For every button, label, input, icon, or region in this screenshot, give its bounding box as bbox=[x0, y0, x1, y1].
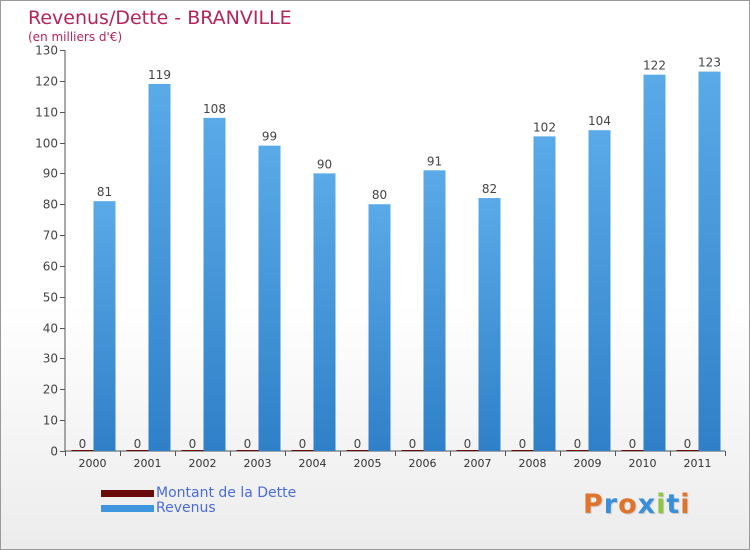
revenus-value-label: 81 bbox=[97, 185, 112, 199]
debt-bar bbox=[71, 450, 94, 451]
debt-value-label: 0 bbox=[464, 437, 472, 451]
legend-swatch-revenus bbox=[101, 505, 154, 512]
debt-value-label: 0 bbox=[189, 437, 197, 451]
debt-value-label: 0 bbox=[629, 437, 637, 451]
chart-legend: Montant de la Dette Revenus bbox=[101, 485, 361, 516]
legend-swatch-dette bbox=[101, 490, 154, 497]
debt-value-label: 0 bbox=[519, 437, 527, 451]
revenus-value-label: 80 bbox=[372, 188, 387, 202]
revenus-value-label: 82 bbox=[482, 182, 497, 196]
debt-bar bbox=[511, 450, 534, 451]
debt-bar bbox=[181, 450, 204, 451]
y-tick-label: 90 bbox=[43, 167, 58, 181]
debt-bar bbox=[346, 450, 369, 451]
x-tick-label: 2002 bbox=[189, 457, 217, 470]
y-tick-label: 80 bbox=[43, 198, 58, 212]
debt-bar bbox=[456, 450, 479, 451]
debt-value-label: 0 bbox=[134, 437, 142, 451]
revenus-bar bbox=[533, 136, 556, 451]
legend-label-revenus: Revenus bbox=[156, 500, 216, 516]
y-tick-label: 10 bbox=[43, 414, 58, 428]
debt-bar bbox=[236, 450, 259, 451]
y-tick-label: 110 bbox=[35, 106, 58, 120]
revenus-bar bbox=[643, 74, 666, 451]
revenus-bar bbox=[313, 173, 336, 451]
x-tick-label: 2005 bbox=[354, 457, 382, 470]
debt-value-label: 0 bbox=[354, 437, 362, 451]
y-tick-label: 50 bbox=[43, 291, 58, 305]
y-tick-label: 0 bbox=[50, 445, 58, 459]
legend-label-dette: Montant de la Dette bbox=[156, 485, 297, 501]
logo-letter: P bbox=[583, 489, 604, 520]
logo-letter: x bbox=[637, 489, 657, 520]
debt-value-label: 0 bbox=[409, 437, 417, 451]
debt-value-label: 0 bbox=[244, 437, 252, 451]
x-tick-label: 2000 bbox=[79, 457, 107, 470]
revenus-bar bbox=[258, 145, 281, 451]
revenus-value-label: 119 bbox=[148, 68, 171, 82]
y-tick-label: 30 bbox=[43, 352, 58, 366]
x-tick-label: 2010 bbox=[629, 457, 657, 470]
x-tick-label: 2004 bbox=[299, 457, 327, 470]
debt-bar bbox=[126, 450, 149, 451]
x-tick-label: 2001 bbox=[134, 457, 162, 470]
revenus-value-label: 104 bbox=[588, 114, 611, 128]
debt-bar bbox=[291, 450, 314, 451]
revenus-bar bbox=[588, 130, 611, 451]
x-tick-label: 2007 bbox=[464, 457, 492, 470]
debt-value-label: 0 bbox=[299, 437, 307, 451]
chart-title: Revenus/Dette - BRANVILLE bbox=[28, 7, 292, 29]
revenus-value-label: 102 bbox=[533, 120, 556, 134]
x-tick-label: 2009 bbox=[574, 457, 602, 470]
debt-bar bbox=[401, 450, 424, 451]
revenus-bar bbox=[698, 71, 721, 451]
revenus-value-label: 108 bbox=[203, 102, 226, 116]
y-tick-label: 40 bbox=[43, 322, 58, 336]
y-tick-label: 70 bbox=[43, 229, 58, 243]
legend-item-dette: Montant de la Dette bbox=[101, 485, 361, 501]
revenus-value-label: 99 bbox=[262, 130, 277, 144]
revenus-value-label: 91 bbox=[427, 154, 442, 168]
revenus-value-label: 90 bbox=[317, 157, 332, 171]
logo-letter: i bbox=[680, 489, 691, 520]
debt-bar bbox=[566, 450, 589, 451]
x-tick-label: 2011 bbox=[684, 457, 712, 470]
debt-value-label: 0 bbox=[79, 437, 87, 451]
debt-value-label: 0 bbox=[684, 437, 692, 451]
revenus-bar bbox=[423, 170, 446, 452]
x-tick-label: 2003 bbox=[244, 457, 272, 470]
revenus-bar bbox=[203, 117, 226, 451]
revenus-bar bbox=[368, 204, 391, 451]
bar-chart: 0102030405060708090100110120130081200001… bbox=[35, 44, 726, 470]
revenus-bar bbox=[148, 83, 171, 451]
logo-letter: i bbox=[656, 489, 667, 520]
logo-letter: o bbox=[618, 489, 638, 520]
y-tick-label: 60 bbox=[43, 260, 58, 274]
revenus-value-label: 122 bbox=[643, 59, 666, 73]
chart-subtitle: (en milliers d'€) bbox=[28, 30, 123, 44]
proxiti-logo: Proxiti bbox=[583, 489, 691, 520]
legend-item-revenus: Revenus bbox=[101, 500, 361, 516]
y-tick-label: 120 bbox=[35, 75, 58, 89]
revenus-value-label: 123 bbox=[698, 56, 721, 70]
revenus-bar bbox=[478, 198, 501, 451]
x-tick-label: 2006 bbox=[409, 457, 437, 470]
x-tick-label: 2008 bbox=[519, 457, 547, 470]
y-tick-label: 20 bbox=[43, 383, 58, 397]
logo-letter: r bbox=[603, 489, 619, 520]
debt-bar bbox=[676, 450, 699, 451]
y-tick-label: 130 bbox=[35, 44, 58, 58]
revenus-bar bbox=[93, 201, 116, 451]
y-tick-label: 100 bbox=[35, 137, 58, 151]
debt-value-label: 0 bbox=[574, 437, 582, 451]
logo-letter: t bbox=[666, 489, 681, 520]
debt-bar bbox=[621, 450, 644, 451]
